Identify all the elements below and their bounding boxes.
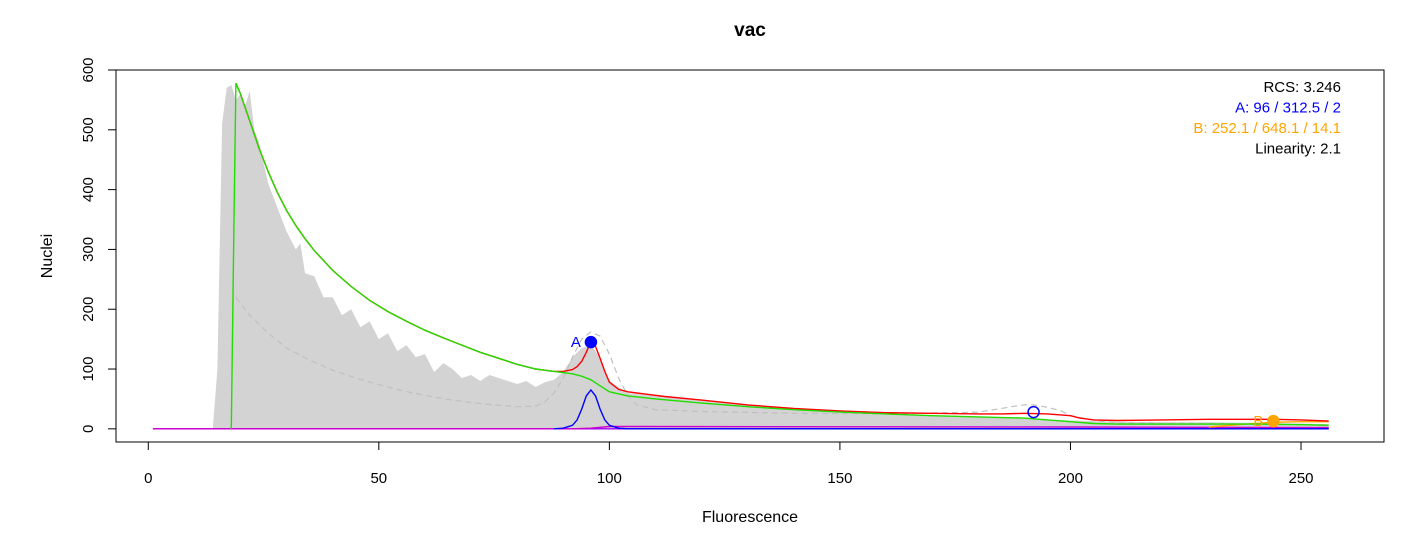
peak-marker — [1267, 414, 1280, 428]
y-tick-label: 300 — [80, 237, 97, 262]
y-tick-label: 100 — [80, 357, 97, 382]
x-tick-label: 100 — [597, 470, 622, 487]
y-tick-label: 200 — [80, 297, 97, 322]
x-tick-label: 0 — [144, 470, 152, 487]
y-tick-label: 400 — [80, 177, 97, 202]
x-axis: 0 50 100 150 200 250 — [144, 441, 1314, 487]
x-tick-label: 200 — [1058, 470, 1083, 487]
x-tick-label: 150 — [827, 470, 852, 487]
debris-line — [152, 425, 1329, 430]
x-axis-label: Fluorescence — [702, 509, 798, 526]
legend: RCS: 3.246 A: 96 / 312.5 / 2 B: 252.1 / 64… — [1193, 79, 1341, 158]
x-tick-label: 250 — [1288, 470, 1313, 487]
peak-label: B — [1253, 413, 1263, 430]
peak-marker — [1027, 405, 1040, 419]
legend-entry: RCS: 3.246 — [1263, 79, 1341, 96]
histogram-area — [152, 85, 1329, 429]
legend-entry: A: 96 / 312.5 / 2 — [1235, 100, 1341, 117]
y-axis: 0 100 200 300 400 500 600 — [80, 57, 117, 433]
y-tick-label: 500 — [80, 117, 97, 142]
y-tick-label: 600 — [80, 57, 97, 82]
peak-A-line — [553, 388, 1329, 430]
y-axis-label: Nuclei — [39, 234, 56, 278]
dashed-line — [235, 296, 1329, 426]
x-tick-label: 50 — [370, 470, 387, 487]
peak-marker — [584, 335, 598, 349]
fit-line — [230, 82, 1329, 429]
legend-entry: B: 252.1 / 648.1 / 14.1 — [1193, 120, 1341, 137]
chart-title: vac — [734, 20, 766, 41]
y-tick-label: 0 — [80, 425, 97, 433]
peak-label: A — [571, 334, 581, 351]
plot-data-layer: AB — [152, 82, 1329, 430]
legend-entry: Linearity: 2.1 — [1255, 141, 1341, 158]
